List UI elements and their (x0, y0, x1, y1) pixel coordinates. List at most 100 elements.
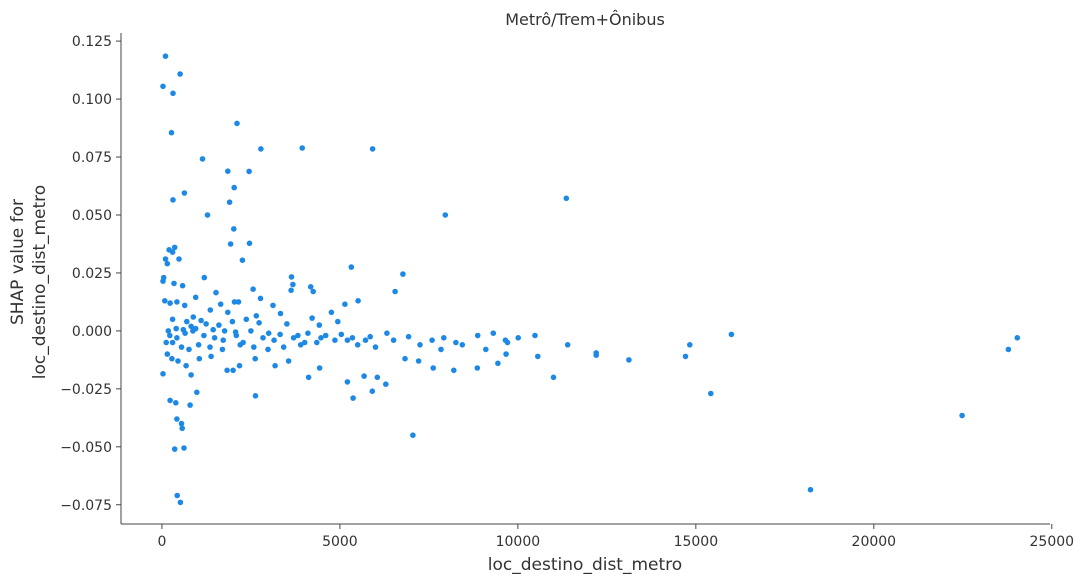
data-point-106 (728, 331, 735, 338)
data-point-123 (372, 344, 379, 350)
data-point-81 (248, 328, 254, 334)
data-point-3 (170, 90, 176, 97)
data-point-90 (384, 330, 390, 337)
data-point-49 (192, 294, 199, 301)
data-point-108 (1014, 335, 1021, 341)
x-ticks: 0 5000 10000 15000 20000 25000 (157, 524, 1074, 550)
data-point-51 (167, 300, 173, 306)
data-point-193 (344, 337, 351, 344)
data-point-19 (231, 226, 237, 232)
y-tick-label: 0.125 (72, 34, 112, 50)
data-point-140 (224, 367, 230, 374)
data-point-103 (626, 357, 632, 363)
data-point-46 (257, 295, 264, 302)
data-point-50 (162, 298, 168, 304)
data-point-189 (271, 337, 277, 344)
data-point-95 (474, 332, 481, 339)
data-point-128 (483, 346, 489, 353)
data-point-179 (174, 335, 180, 341)
data-point-159 (252, 393, 259, 399)
data-point-27 (239, 257, 246, 264)
data-point-150 (374, 374, 381, 381)
data-point-94 (453, 339, 459, 346)
data-point-127 (459, 342, 466, 348)
x-tick-label: 25000 (1030, 534, 1075, 550)
data-point-82 (265, 330, 272, 337)
data-point-153 (415, 358, 422, 364)
data-point-31 (201, 274, 208, 281)
data-point-54 (217, 301, 224, 308)
data-point-110 (178, 344, 185, 350)
data-point-152 (402, 355, 408, 362)
data-point-190 (290, 335, 297, 341)
data-point-96 (490, 330, 497, 337)
data-point-32 (288, 274, 295, 280)
data-point-18 (563, 195, 570, 202)
data-point-28 (164, 260, 171, 267)
data-point-83 (277, 331, 283, 338)
y-tick-label: 0.050 (72, 208, 112, 224)
data-point-169 (179, 425, 185, 432)
data-point-125 (417, 342, 423, 348)
data-point-192 (318, 335, 324, 341)
data-point-52 (174, 299, 180, 305)
data-point-165 (173, 400, 179, 406)
data-point-69 (316, 322, 323, 328)
data-point-62 (190, 314, 197, 320)
data-point-160 (194, 389, 200, 396)
data-point-191 (301, 339, 308, 346)
data-point-102 (593, 352, 599, 359)
data-point-38 (307, 284, 314, 290)
data-point-142 (236, 362, 243, 369)
data-point-0 (162, 53, 169, 59)
data-point-113 (207, 344, 213, 350)
data-point-59 (253, 313, 260, 319)
data-point-116 (251, 344, 257, 350)
data-point-5 (234, 120, 240, 127)
data-point-173 (171, 446, 178, 452)
y-axis-label-line-2: loc_destino_dist_metro (30, 185, 50, 379)
data-point-56 (328, 309, 335, 316)
y-axis-label: SHAP value for loc_destino_dist_metro (8, 185, 50, 379)
data-point-131 (550, 374, 557, 381)
data-point-120 (314, 339, 320, 346)
data-point-184 (211, 335, 218, 341)
y-tick-label: 0.100 (72, 92, 112, 108)
data-point-48 (270, 302, 276, 309)
data-point-107 (1005, 346, 1012, 353)
data-point-177 (163, 339, 169, 346)
data-point-42 (213, 289, 219, 296)
data-point-157 (495, 360, 501, 367)
data-point-98 (515, 335, 521, 341)
data-point-66 (229, 318, 236, 325)
data-point-176 (807, 486, 814, 493)
data-point-21 (246, 240, 253, 247)
data-point-181 (184, 318, 190, 325)
data-point-34 (160, 278, 166, 284)
data-point-146 (305, 374, 312, 381)
data-point-64 (198, 317, 204, 324)
data-point-139 (208, 353, 214, 360)
data-point-172 (181, 445, 187, 451)
y-tick-label: 0.075 (72, 150, 112, 166)
data-point-175 (177, 499, 184, 506)
data-point-87 (338, 331, 345, 338)
data-point-138 (196, 355, 203, 362)
data-point-55 (235, 299, 242, 305)
data-point-186 (233, 332, 240, 339)
data-point-72 (203, 321, 209, 327)
data-point-136 (183, 362, 189, 369)
data-point-121 (332, 337, 338, 344)
data-point-161 (350, 395, 356, 401)
data-point-53 (181, 302, 188, 309)
data-point-6 (258, 146, 264, 152)
data-point-17 (226, 199, 233, 205)
data-point-144 (272, 362, 278, 369)
data-point-171 (959, 412, 965, 419)
data-point-194 (362, 337, 369, 344)
data-point-86 (322, 332, 329, 339)
data-point-1 (160, 83, 166, 90)
data-point-92 (429, 337, 435, 344)
data-point-29 (348, 264, 355, 270)
